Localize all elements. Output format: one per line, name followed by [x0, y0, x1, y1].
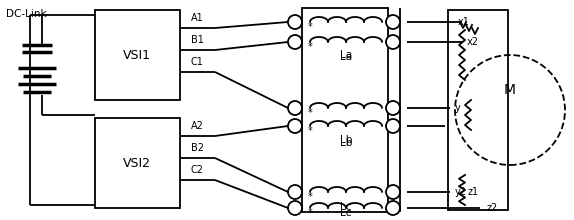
Text: *: * — [308, 42, 313, 52]
Text: 3: 3 — [390, 18, 395, 26]
Text: *: * — [308, 126, 313, 136]
Text: A2: A2 — [191, 121, 203, 131]
Text: 4: 4 — [390, 121, 395, 130]
Text: 4: 4 — [390, 37, 395, 46]
Circle shape — [288, 35, 302, 49]
Circle shape — [386, 15, 400, 29]
Text: *: * — [308, 22, 313, 32]
Circle shape — [288, 185, 302, 199]
Circle shape — [386, 101, 400, 115]
Circle shape — [288, 201, 302, 215]
Bar — [95, 118, 180, 208]
Circle shape — [288, 15, 302, 29]
Circle shape — [386, 185, 400, 199]
Circle shape — [288, 119, 302, 133]
Text: 1: 1 — [292, 18, 298, 26]
Text: y: y — [455, 103, 461, 113]
Text: 2: 2 — [292, 37, 298, 46]
Text: VSI2: VSI2 — [123, 156, 151, 169]
Text: z2: z2 — [487, 203, 498, 213]
Text: La: La — [340, 52, 352, 62]
Text: M: M — [504, 83, 516, 97]
Text: 3: 3 — [390, 103, 395, 112]
Text: x2: x2 — [467, 37, 479, 47]
Text: *: * — [308, 108, 313, 118]
Circle shape — [386, 201, 400, 215]
Text: 1: 1 — [292, 187, 298, 196]
Text: 4: 4 — [390, 204, 395, 213]
Bar — [448, 10, 508, 210]
Text: y2: y2 — [455, 187, 467, 197]
Text: Lb: Lb — [340, 138, 352, 148]
Text: B1: B1 — [191, 35, 203, 45]
Text: La: La — [340, 50, 352, 60]
Text: *: * — [308, 192, 313, 202]
Text: Lc: Lc — [340, 208, 352, 218]
Text: DC-Link: DC-Link — [6, 9, 46, 19]
Bar — [302, 8, 388, 212]
Text: *: * — [308, 208, 313, 218]
Text: 2: 2 — [292, 121, 298, 130]
Text: B2: B2 — [191, 143, 204, 153]
Text: Lc: Lc — [340, 202, 352, 212]
Circle shape — [386, 119, 400, 133]
Text: 3: 3 — [390, 187, 395, 196]
Text: VSI1: VSI1 — [123, 48, 151, 62]
Text: 2: 2 — [292, 204, 298, 213]
Text: A1: A1 — [191, 13, 203, 23]
Text: 1: 1 — [292, 103, 298, 112]
Text: C1: C1 — [191, 57, 203, 67]
Text: z1: z1 — [468, 187, 479, 197]
Bar — [95, 10, 180, 100]
Text: Lb: Lb — [340, 135, 352, 145]
Text: C2: C2 — [191, 165, 204, 175]
Circle shape — [288, 101, 302, 115]
Text: x1: x1 — [458, 17, 470, 27]
Circle shape — [386, 35, 400, 49]
